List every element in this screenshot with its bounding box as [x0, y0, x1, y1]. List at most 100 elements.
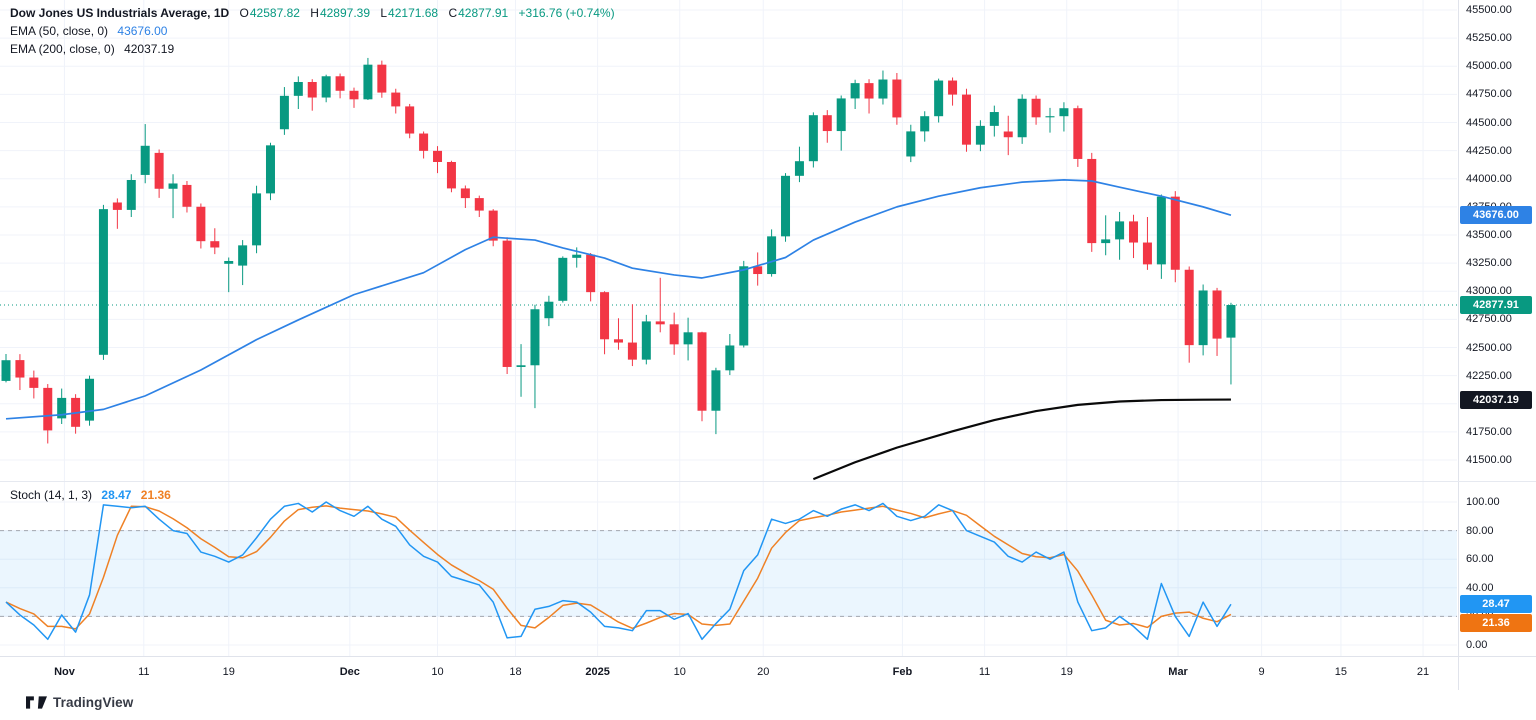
candle-body	[29, 377, 39, 388]
candle-body	[975, 125, 985, 145]
candle-body	[544, 301, 554, 319]
price-tick-label: 42250.00	[1466, 369, 1512, 382]
price-tick-label: 44000.00	[1466, 172, 1512, 185]
ohlc-low-value: 42171.68	[388, 6, 439, 20]
candle-body	[1045, 116, 1055, 118]
change-value: +316.76 (+0.74%)	[518, 6, 615, 20]
candle-body	[1212, 290, 1222, 339]
time-axis[interactable]: Nov 11 19 Dec 10 18 2025 10 20 Feb 11 19 Mar 9 15 21	[0, 660, 1458, 686]
time-tick-label: Mar	[1168, 666, 1188, 678]
candle-body	[1115, 221, 1125, 240]
candle-body	[711, 370, 721, 411]
time-tick-label: 2025	[585, 666, 610, 678]
candle-body	[488, 210, 498, 241]
stoch-tick-label: 60.00	[1466, 553, 1494, 566]
candle-body	[321, 76, 331, 98]
candle-body	[224, 260, 234, 264]
candle-body	[474, 198, 484, 211]
candle-body	[1087, 158, 1097, 244]
stoch-tick-label: 0.00	[1466, 639, 1488, 651]
candle-body	[850, 83, 860, 99]
time-tick-label: 18	[509, 666, 522, 678]
candle-body	[460, 188, 470, 199]
ohlc-open-label: O	[239, 6, 249, 20]
tradingview-logo-icon	[26, 696, 47, 709]
candles[interactable]	[1, 57, 1236, 444]
candle-body	[948, 80, 958, 95]
stoch-d-line	[5, 505, 1232, 630]
candle-body	[1, 360, 11, 381]
time-tick-label: 11	[978, 666, 991, 678]
candle-body	[794, 161, 804, 176]
ohlc-high-value: 42897.39	[319, 6, 371, 20]
candle-body	[586, 254, 596, 293]
price-tick-label: 44750.00	[1466, 88, 1512, 101]
price-axis[interactable]: 45500.00 45250.00 45000.00 44750.00 44500.00…	[1459, 0, 1536, 656]
candle-body	[864, 83, 874, 99]
candle-body	[168, 183, 178, 189]
time-tick-label: 15	[1334, 666, 1348, 678]
candle-body	[126, 179, 136, 210]
candle-body	[238, 245, 248, 266]
candle-body	[112, 202, 122, 210]
candle-body	[57, 397, 67, 419]
time-tick-label: 11	[138, 666, 150, 678]
candle-body	[265, 145, 275, 194]
time-tick-label: 19	[222, 666, 235, 678]
symbol-title: Dow Jones US Industrials Average, 1D	[10, 6, 230, 20]
stoch-badge: 21.36	[1460, 614, 1532, 633]
time-tick-label: 10	[431, 666, 444, 678]
candle-body	[836, 98, 846, 132]
candle-body	[1017, 98, 1027, 138]
candle-body	[683, 332, 693, 345]
ema200-legend-value: 42037.19	[124, 42, 175, 56]
candle-body	[697, 332, 707, 411]
candle-body	[961, 94, 971, 145]
time-tick-label: 20	[757, 666, 770, 678]
candle-body	[1170, 196, 1180, 270]
stoch-band	[0, 530, 1457, 617]
candle-body	[739, 266, 749, 346]
candle-body	[1184, 269, 1194, 346]
candle-body	[558, 257, 568, 301]
stoch-legend-label: Stoch (14, 1, 3)	[10, 488, 93, 502]
candle-body	[641, 321, 651, 360]
candle-body	[391, 92, 401, 107]
candle-body	[878, 79, 888, 99]
price-tick-label: 43250.00	[1466, 257, 1512, 270]
legend: Dow Jones US Industrials Average, 1D O 42…	[10, 4, 615, 58]
stoch-d-value: 21.36	[140, 488, 171, 502]
candle-body	[530, 309, 540, 366]
candle-body	[1226, 304, 1236, 338]
candle-body	[349, 90, 359, 100]
candle-body	[363, 64, 373, 100]
tradingview-attribution[interactable]: TradingView	[26, 695, 133, 710]
candle-body	[669, 324, 679, 345]
candle-body	[822, 115, 832, 132]
candle-body	[781, 175, 791, 237]
candle-body	[1198, 290, 1208, 346]
time-tick-label: 19	[1060, 666, 1073, 678]
candle-body	[1101, 239, 1111, 244]
price-tick-label: 43500.00	[1466, 229, 1512, 241]
price-tick-label: 42750.00	[1466, 313, 1512, 326]
candle-body	[600, 292, 610, 340]
candle-body	[140, 145, 150, 175]
candle-body	[154, 152, 164, 189]
candle-body	[502, 240, 512, 367]
candle-body	[210, 241, 220, 248]
candle-body	[516, 365, 526, 367]
stoch-k-line	[5, 501, 1232, 641]
candle-body	[252, 193, 262, 246]
candle-body	[1129, 221, 1139, 243]
time-tick-label: 21	[1416, 666, 1430, 678]
stoch-tick-label: 40.00	[1466, 581, 1494, 594]
stoch-tick-label: 80.00	[1466, 524, 1494, 537]
time-tick-label: Nov	[54, 666, 75, 678]
time-tick-label: 9	[1258, 666, 1265, 678]
ema200-legend-label: EMA (200, close, 0)	[10, 42, 115, 56]
time-axis-separator	[0, 656, 1536, 657]
candle-body	[446, 161, 456, 189]
